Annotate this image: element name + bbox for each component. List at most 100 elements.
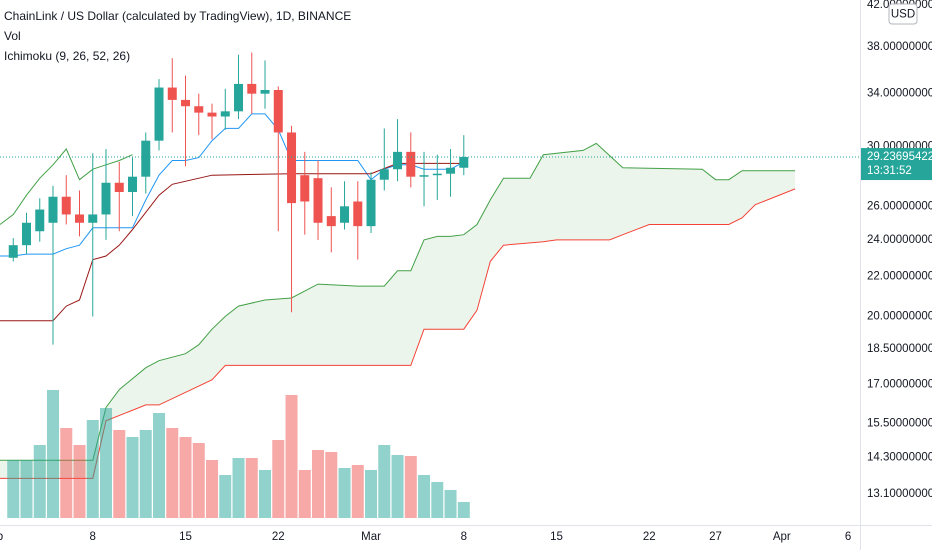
candle-body xyxy=(207,112,217,117)
y-tick-label: 20.00000000 xyxy=(867,310,932,322)
candle-body xyxy=(313,178,323,223)
ichimoku-line xyxy=(0,162,464,322)
candle-body xyxy=(128,176,138,193)
candle-body xyxy=(61,196,71,215)
candle-body xyxy=(181,99,191,107)
y-tick-label: 26.00000000 xyxy=(867,200,932,212)
candle-body xyxy=(260,89,270,94)
x-tick-label: 15 xyxy=(179,531,192,543)
candle-body xyxy=(154,87,164,141)
volume-bar xyxy=(73,445,86,518)
candle-body xyxy=(220,111,230,117)
volume-bar xyxy=(391,455,404,518)
volume-bar xyxy=(60,428,73,518)
candle-body xyxy=(75,214,85,223)
volume-bar xyxy=(113,430,126,518)
volume-bar xyxy=(365,470,378,518)
y-tick-label: 15.50000000 xyxy=(867,417,932,429)
countdown: 13:31:52 xyxy=(867,165,912,177)
volume-bar xyxy=(206,460,219,518)
x-tick-label: Mar xyxy=(361,531,381,543)
candle-body xyxy=(432,173,442,176)
candle-body xyxy=(114,182,124,193)
ichimoku-line xyxy=(0,148,133,225)
volume-bar xyxy=(444,490,457,518)
candle-body xyxy=(22,222,32,246)
volume-bar xyxy=(351,465,364,518)
chart-title: ChainLink / US Dollar (calculated by Tra… xyxy=(4,9,351,23)
x-tick-label: 15 xyxy=(550,531,563,543)
y-tick-label: 18.50000000 xyxy=(867,343,932,355)
candle-body xyxy=(366,179,376,227)
x-tick-label: 22 xyxy=(272,531,285,543)
y-tick-label: 24.00000000 xyxy=(867,234,932,246)
y-tick-label: 13.10000000 xyxy=(867,488,932,500)
x-tick-label: 8 xyxy=(461,531,467,543)
currency-label: USD xyxy=(891,9,915,21)
ichimoku-span xyxy=(0,142,796,461)
last-price-box xyxy=(861,148,932,181)
x-tick-label: 8 xyxy=(90,531,96,543)
candle-body xyxy=(247,83,257,94)
volume-bar xyxy=(259,470,272,518)
candle-body xyxy=(379,169,389,180)
x-tick-label: 22 xyxy=(643,531,656,543)
candle-body xyxy=(340,206,350,223)
y-tick-label: 34.00000000 xyxy=(867,88,932,100)
candle-body xyxy=(234,83,244,112)
y-tick-label: 22.00000000 xyxy=(867,270,932,282)
volume-bar xyxy=(312,450,325,518)
last-price-label: 29.23695422 xyxy=(867,151,932,163)
candle-body xyxy=(406,151,416,177)
ichimoku-line xyxy=(0,113,465,257)
volume-bar xyxy=(245,458,258,518)
x-tick-label: b xyxy=(0,531,3,543)
y-tick-label: 38.00000000 xyxy=(867,41,932,53)
volume-bar xyxy=(192,443,205,518)
candle-body xyxy=(194,106,204,113)
candle-body xyxy=(459,157,469,168)
candle-body xyxy=(300,175,310,202)
candle-body xyxy=(287,132,297,204)
volume-bar xyxy=(378,445,391,518)
candle-body xyxy=(353,201,363,227)
volume-bar xyxy=(33,445,46,518)
volume-bar xyxy=(232,458,245,518)
ichimoku-cloud xyxy=(0,143,796,479)
volume-bar xyxy=(418,475,431,518)
volume-bar xyxy=(153,413,166,518)
volume-bar xyxy=(325,452,338,518)
candle-body xyxy=(326,216,336,227)
indicator-label: Vol xyxy=(4,29,21,43)
volume-bar xyxy=(219,475,232,518)
volume-bar xyxy=(139,430,152,518)
candle-body xyxy=(88,214,98,223)
volume-bar xyxy=(86,420,99,518)
candle-body xyxy=(8,245,18,258)
y-tick-label: 14.30000000 xyxy=(867,451,932,463)
volume-bar xyxy=(20,460,33,518)
volume-bar xyxy=(7,460,20,518)
volume-bar xyxy=(457,502,470,518)
volume-bar xyxy=(179,437,192,518)
volume-bar xyxy=(100,408,113,518)
candle-body xyxy=(35,209,45,232)
volume-bar xyxy=(298,470,311,518)
candle-body xyxy=(419,175,429,177)
candle-body xyxy=(273,89,283,133)
volume-bar xyxy=(404,456,417,518)
volume-bar xyxy=(47,390,60,518)
y-tick-label: 17.00000000 xyxy=(867,379,932,391)
candle-body xyxy=(446,167,456,174)
plot-area xyxy=(0,52,860,518)
volume-bar xyxy=(272,440,285,518)
x-tick-label: Apr xyxy=(773,531,791,543)
x-tick-label: 27 xyxy=(709,531,722,543)
volume-bar xyxy=(338,468,351,518)
indicator-label: Ichimoku (9, 26, 52, 26) xyxy=(4,49,130,63)
candle-body xyxy=(141,140,151,177)
currency-box xyxy=(888,3,918,25)
candle-body xyxy=(101,182,111,215)
ichimoku-span xyxy=(0,188,796,479)
